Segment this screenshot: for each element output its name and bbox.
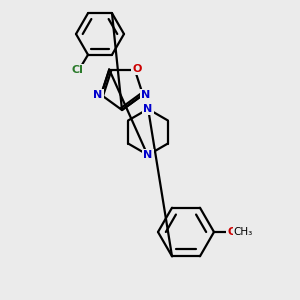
Text: N: N [143,150,153,160]
Text: O: O [132,64,142,74]
Text: CH₃: CH₃ [233,227,253,237]
Text: Cl: Cl [71,65,83,75]
Text: N: N [94,90,103,100]
Text: N: N [143,104,153,114]
Text: O: O [227,227,237,237]
Text: N: N [141,90,151,100]
